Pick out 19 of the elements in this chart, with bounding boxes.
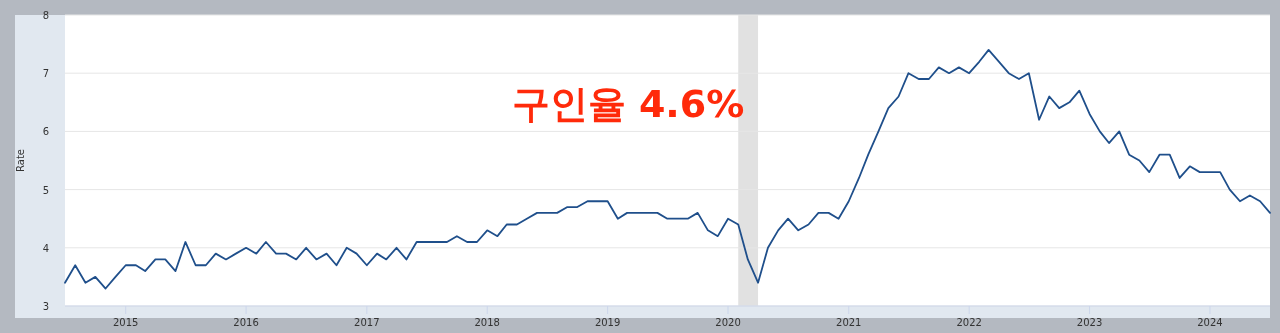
x-tick-label: 2020	[715, 317, 741, 328]
x-tick-label: 2021	[836, 317, 862, 328]
y-tick-label: 8	[42, 10, 50, 21]
y-tick-label: 7	[42, 68, 50, 80]
x-tick-label: 2015	[112, 317, 139, 328]
x-tick-label: 2024	[1197, 317, 1223, 328]
y-tick-label: 5	[42, 184, 50, 196]
annotation: 구인율 4.6%	[511, 82, 745, 126]
x-tick-label: 2023	[1076, 317, 1103, 328]
x-tick-label: 2022	[956, 317, 982, 328]
x-tick-label: 2016	[233, 317, 259, 328]
x-tick-label: 2018	[474, 317, 500, 328]
y-axis-title: Rate	[15, 149, 26, 172]
x-tick-label: 2017	[354, 317, 380, 328]
x-tick-label: 2019	[594, 317, 621, 328]
y-tick-label: 6	[42, 126, 50, 138]
line-series	[64, 49, 1271, 290]
y-tick-label: 4	[42, 242, 50, 254]
y-tick-label: 3	[42, 301, 50, 312]
